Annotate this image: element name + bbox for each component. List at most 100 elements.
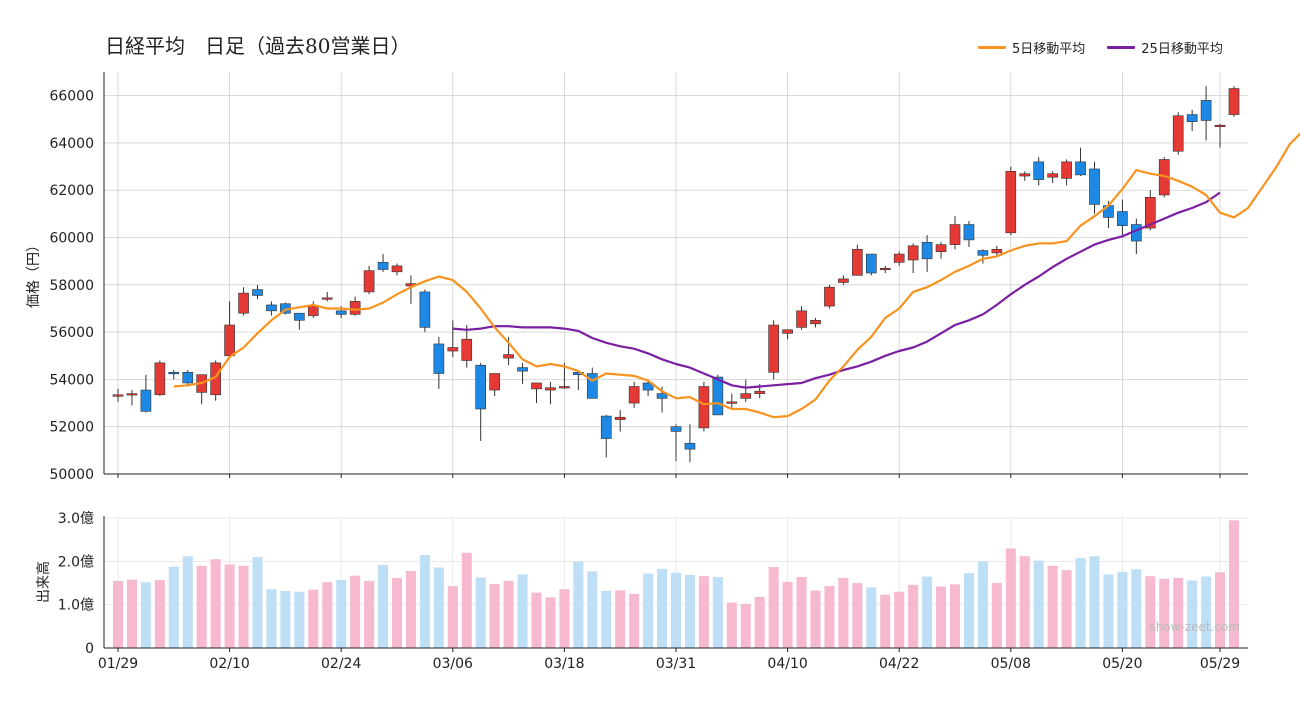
volume-bar — [991, 583, 1002, 648]
candle-body — [768, 324, 779, 373]
candle-body — [545, 387, 556, 391]
volume-bar — [196, 565, 207, 648]
volume-bar — [433, 567, 444, 648]
volume-bar — [963, 573, 974, 648]
candle-body — [294, 312, 305, 321]
volume-bar — [796, 577, 807, 648]
legend-item-ma25: 25日移動平均 — [1107, 38, 1223, 57]
volume-axis-label: 出来高 — [35, 561, 52, 603]
volume-bar — [740, 603, 751, 648]
candle-body — [824, 286, 835, 307]
candle-body — [391, 265, 403, 273]
candle-body — [796, 310, 807, 328]
volume-bar — [391, 577, 403, 648]
candle-body — [224, 324, 235, 357]
volume-bar — [545, 597, 556, 648]
watermark: show-zeet.com — [1149, 620, 1240, 634]
volume-bar — [1047, 565, 1058, 648]
candle-body — [349, 301, 361, 315]
ma5-line — [173, 132, 1300, 419]
volume-bar — [1089, 556, 1100, 648]
volume-bar — [908, 584, 919, 648]
candle-body — [935, 244, 947, 253]
candle-body — [559, 386, 570, 389]
volume-bar — [405, 570, 416, 648]
volume-bar — [531, 592, 542, 648]
candle-body — [1172, 115, 1184, 152]
legend: 5日移動平均 25日移動平均 — [978, 38, 1223, 57]
price-tick-label: 58000 — [49, 278, 94, 294]
candle-body — [963, 224, 975, 241]
x-tick-label: 02/24 — [321, 656, 361, 672]
candle-body — [782, 329, 793, 334]
candle-body — [126, 393, 138, 396]
legend-item-ma5: 5日移動平均 — [978, 38, 1085, 57]
volume-bar — [726, 602, 737, 648]
candle-body — [266, 304, 277, 312]
price-tick-label: 54000 — [49, 372, 94, 388]
candle-body — [1214, 124, 1226, 128]
candle-body — [991, 249, 1003, 254]
candle-body — [656, 393, 668, 399]
volume-bar — [447, 586, 458, 648]
volume-bar — [768, 567, 779, 648]
candle-body — [503, 354, 514, 359]
volume-bar — [838, 577, 849, 648]
candle-body — [475, 364, 487, 410]
candle-body — [1005, 171, 1017, 234]
x-tick-label: 05/20 — [1102, 656, 1142, 672]
volume-bar — [126, 579, 137, 648]
price-tick-label: 66000 — [49, 89, 94, 105]
candle-body — [1186, 114, 1198, 122]
price-tick-label: 60000 — [49, 231, 94, 247]
candle-body — [893, 253, 905, 263]
candle-body — [740, 393, 752, 399]
candle-body — [642, 382, 654, 391]
volume-bar — [1159, 578, 1170, 648]
volume-bar — [1019, 556, 1030, 648]
volume-bar — [629, 593, 640, 648]
candle-body — [810, 319, 821, 325]
candle-body — [1117, 211, 1128, 227]
volume-bar — [782, 581, 793, 648]
volume-bar — [894, 591, 905, 648]
volume-bar — [601, 590, 612, 648]
volume-bar — [559, 589, 570, 648]
candle-body — [363, 270, 375, 293]
volume-bar — [489, 583, 500, 648]
volume-bar — [168, 566, 179, 648]
candle-body — [321, 297, 333, 300]
volume-bar — [712, 577, 723, 648]
volume-bar — [461, 552, 472, 648]
price-tick-label: 52000 — [49, 420, 94, 436]
candle-body — [335, 310, 347, 315]
candle-body — [726, 401, 738, 404]
x-tick-label: 05/29 — [1200, 656, 1240, 672]
candle-body — [614, 416, 626, 420]
candle-body — [307, 305, 319, 316]
volume-bar — [1215, 572, 1226, 648]
ma25-swatch — [1107, 46, 1136, 49]
candle-body — [517, 367, 528, 372]
candle-body — [684, 442, 696, 450]
volume-bar — [615, 590, 626, 648]
candle-body — [628, 386, 640, 404]
candle-body — [252, 289, 263, 296]
candle-body — [754, 390, 766, 394]
volume-bar — [977, 561, 988, 648]
volume-bar — [294, 591, 305, 648]
candle-body — [154, 362, 166, 396]
candle-body — [1019, 173, 1031, 177]
x-tick-label: 01/29 — [98, 656, 138, 672]
candle-body — [712, 376, 724, 416]
candle-body — [586, 373, 598, 399]
volume-bar — [1131, 569, 1142, 648]
volume-bar — [503, 580, 514, 648]
volume-bar — [336, 580, 347, 648]
candle-body — [447, 347, 459, 352]
volume-bar — [1005, 548, 1016, 648]
candle-body — [852, 249, 863, 276]
candle-body — [433, 343, 445, 374]
volume-bar — [684, 574, 695, 648]
candle-body — [377, 262, 389, 270]
